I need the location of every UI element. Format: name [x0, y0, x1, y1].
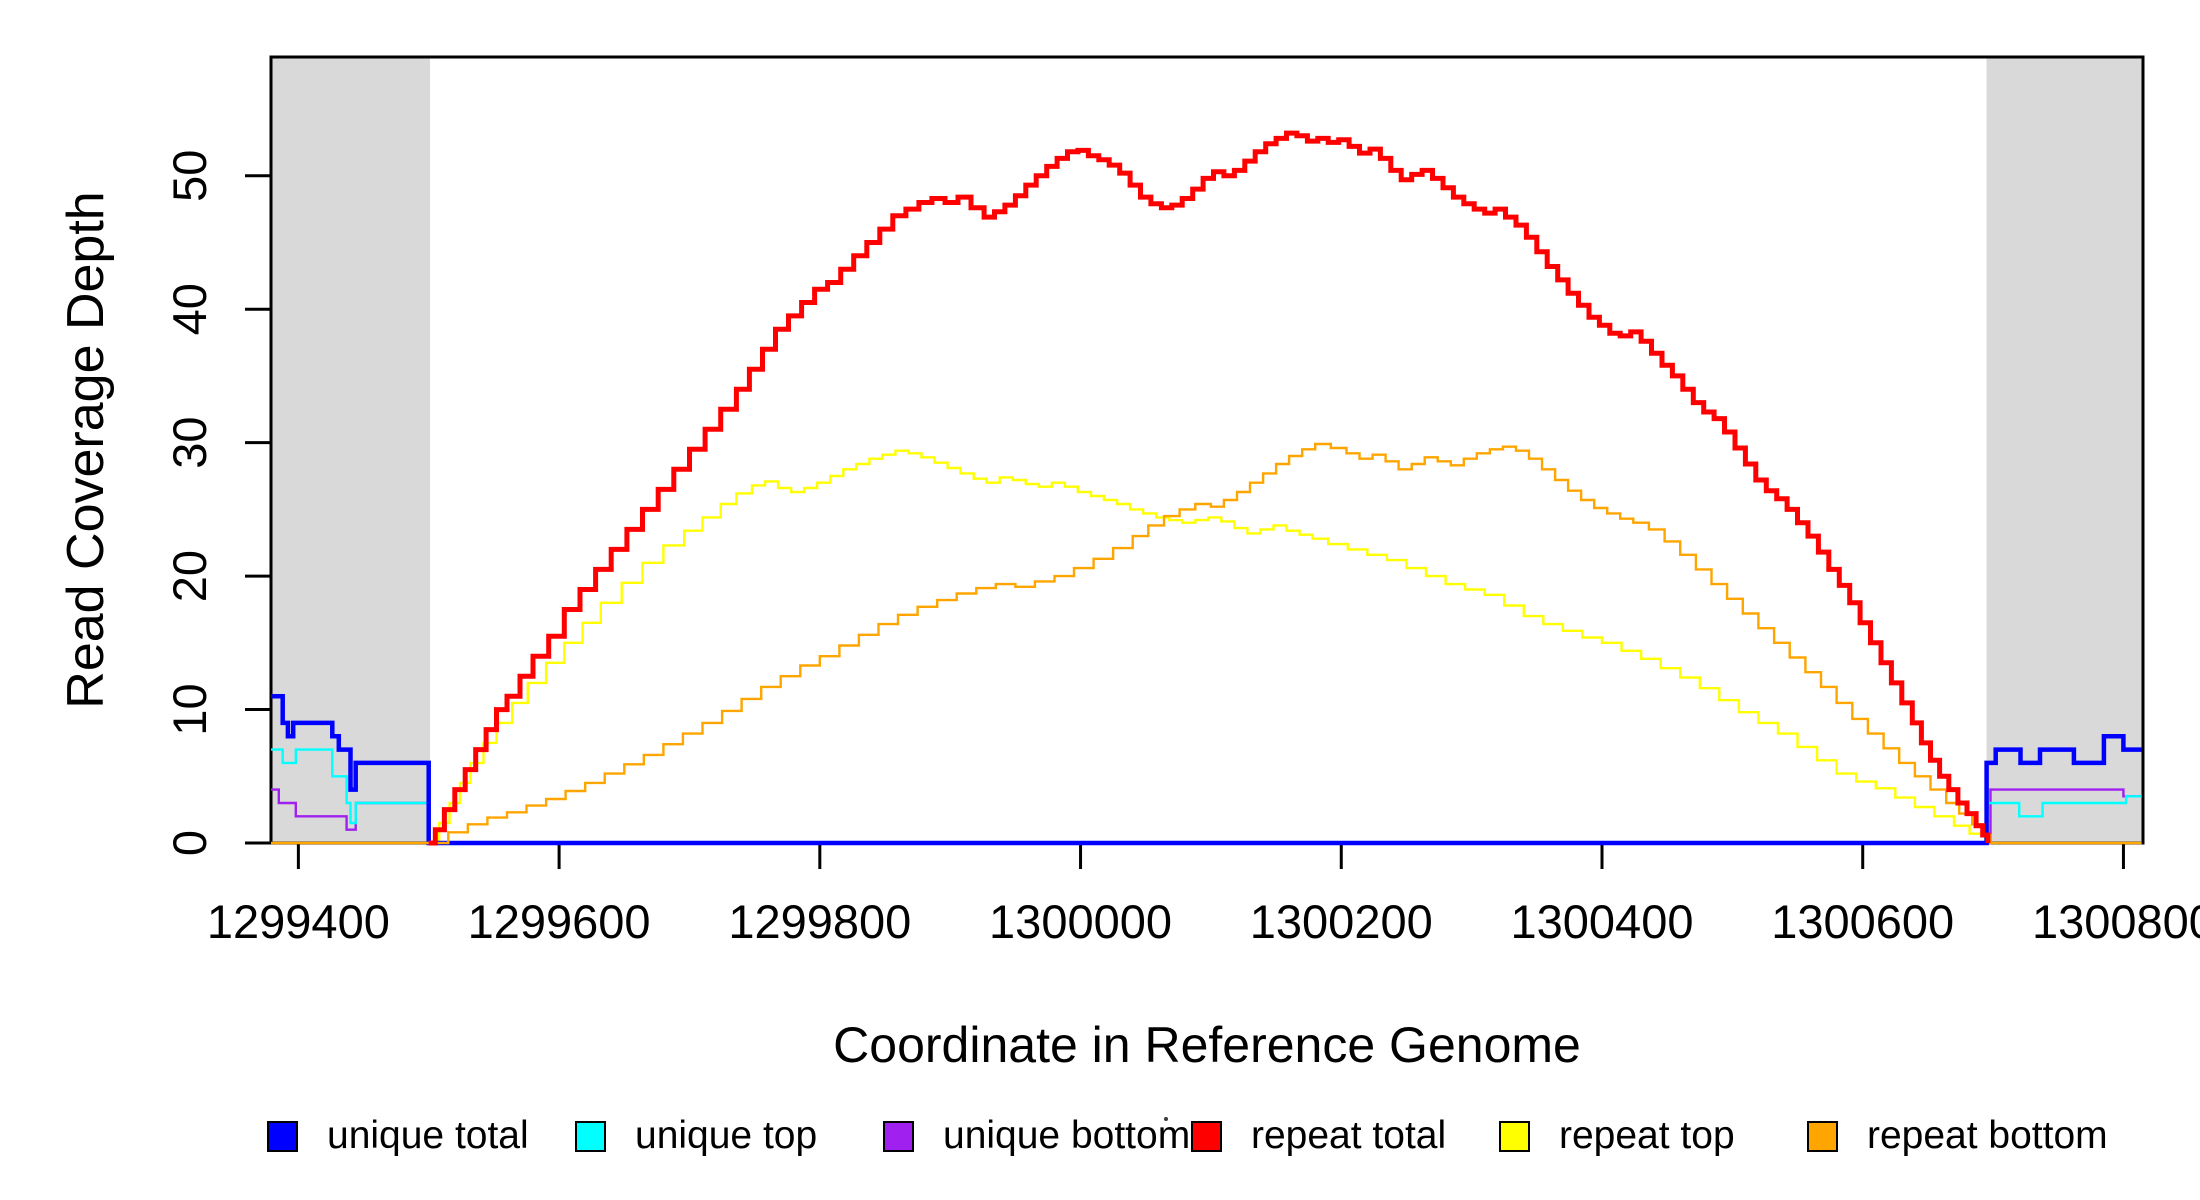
y-tick-label: 30 — [163, 417, 216, 469]
series-repeat-bottom-line — [271, 442, 2142, 845]
legend-label: repeat bottom — [1867, 1114, 2108, 1157]
x-tick-label: 1300000 — [989, 895, 1172, 948]
left-flank-unique-region — [271, 57, 431, 843]
x-tick-label: 1300800 — [2032, 895, 2200, 948]
plot-box — [269, 55, 2145, 845]
legend-item-unique-bottom: unique bottom — [883, 1114, 1191, 1158]
legend-label: repeat top — [1559, 1114, 1735, 1157]
series-unique-top-line — [271, 748, 2142, 845]
legend-item-unique-total: unique total — [267, 1114, 575, 1158]
legend-item-repeat-top: repeat top — [1499, 1114, 1807, 1158]
x-tick-label: 1300200 — [1250, 895, 1433, 948]
x-axis-title: Coordinate in Reference Genome — [833, 1017, 1581, 1073]
stray-dot-artifact — [1164, 1117, 1168, 1121]
legend-swatch-unique-total — [267, 1120, 298, 1152]
legend-label: unique total — [327, 1114, 529, 1157]
series-repeat-total-line — [428, 130, 1991, 846]
x-tick-label: 1299400 — [207, 895, 390, 948]
x-tick-label: 1300400 — [1511, 895, 1694, 948]
legend-swatch-repeat-bottom — [1807, 1120, 1838, 1152]
y-tick-label: 40 — [163, 283, 216, 335]
legend-label: repeat total — [1251, 1114, 1447, 1157]
series-repeat-top-line — [428, 449, 1987, 845]
y-axis-title: Read Coverage Depth — [57, 191, 115, 709]
legend-item-repeat-total: repeat total — [1191, 1114, 1499, 1158]
series-unique-bottom-line — [271, 788, 2142, 845]
right-flank-unique-region — [1986, 57, 2143, 843]
legend-label: unique bottom — [943, 1114, 1191, 1157]
x-tick-label: 1300600 — [1771, 895, 1954, 948]
legend-swatch-unique-bottom — [883, 1120, 914, 1152]
legend-swatch-repeat-total — [1191, 1120, 1222, 1152]
legend-item-repeat-bottom: repeat bottom — [1807, 1114, 2108, 1158]
legend: unique total unique top unique bottom repea… — [267, 1114, 2108, 1158]
y-tick-label: 0 — [163, 830, 216, 856]
legend-label: unique top — [635, 1114, 818, 1157]
y-tick-label: 50 — [163, 150, 216, 202]
legend-swatch-repeat-top — [1499, 1120, 1530, 1152]
series-unique-total-line — [271, 693, 2142, 846]
x-tick-label: 1299800 — [728, 895, 911, 948]
x-tick-label: 1299600 — [468, 895, 651, 948]
y-tick-label: 20 — [163, 550, 216, 602]
legend-swatch-unique-top — [575, 1120, 606, 1152]
legend-item-unique-top: unique top — [575, 1114, 883, 1158]
y-tick-label: 10 — [163, 683, 216, 735]
